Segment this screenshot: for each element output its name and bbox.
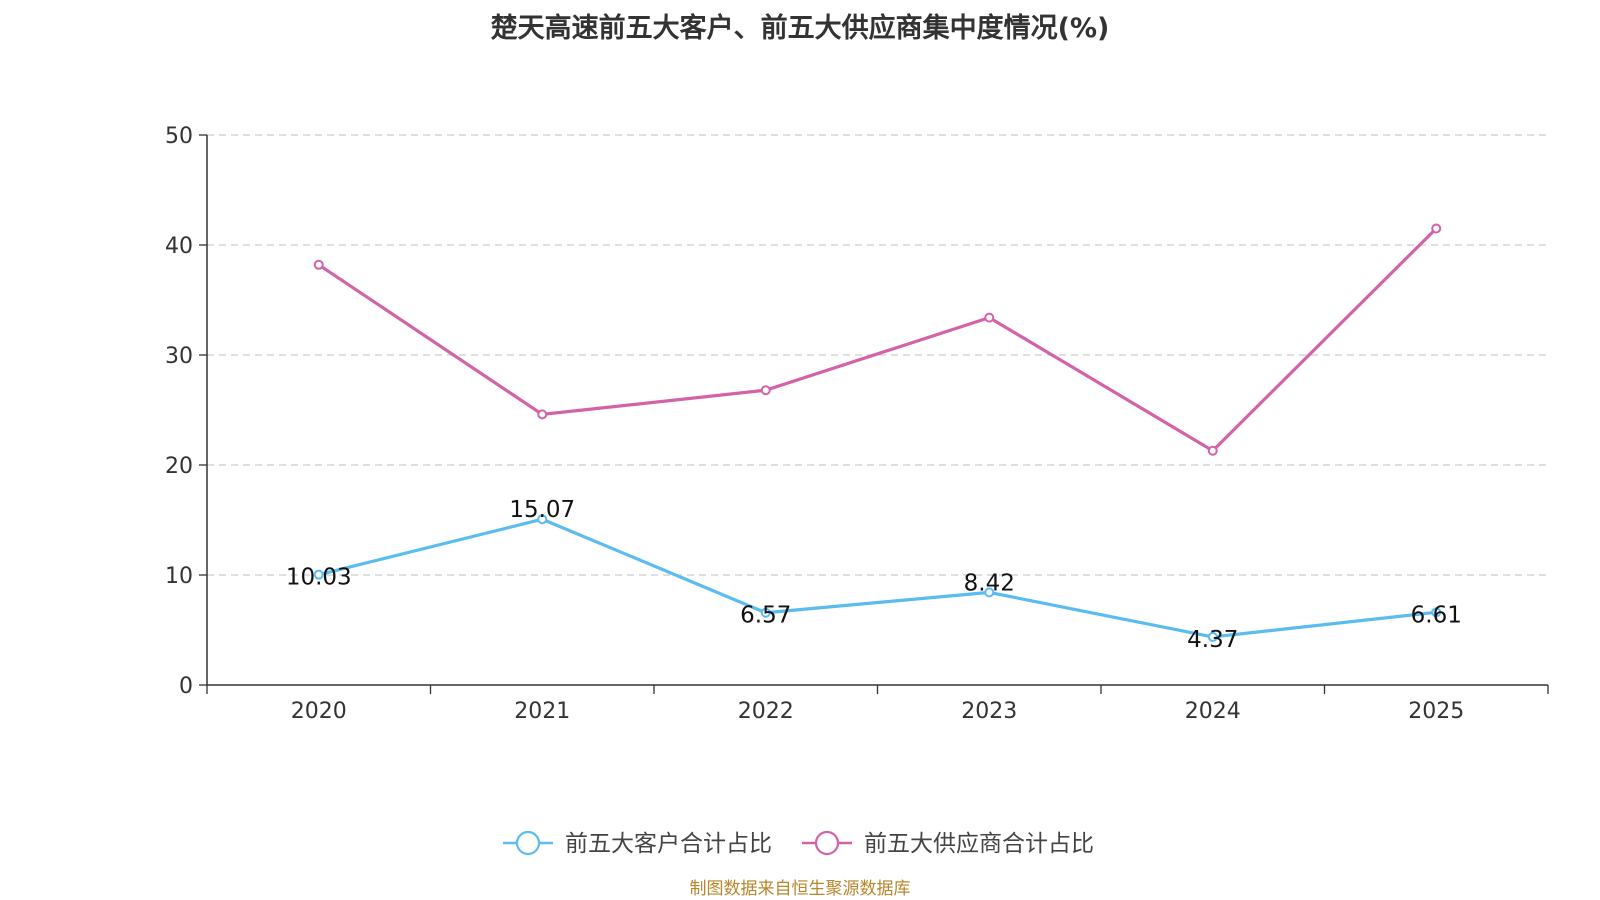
series bbox=[313, 223, 1442, 642]
data-point-1 bbox=[760, 385, 771, 396]
data-point-0 bbox=[984, 587, 995, 598]
data-point-0 bbox=[1431, 607, 1442, 618]
data-label: 15.07 bbox=[509, 497, 575, 523]
data-point-1 bbox=[1207, 445, 1218, 456]
series-line-0 bbox=[318, 517, 1437, 639]
data-label: 4.37 bbox=[1187, 627, 1238, 653]
data-label: 6.57 bbox=[740, 603, 791, 629]
x-tick-label: 2022 bbox=[738, 699, 794, 724]
data-point-0 bbox=[313, 569, 324, 580]
y-tick-label: 10 bbox=[165, 564, 193, 589]
axes: 0 10 20 30 40 50 2020 2021 2022 2023 2024 2025 bbox=[165, 124, 1549, 724]
legend-marker-1 bbox=[814, 830, 840, 856]
data-point-1 bbox=[537, 409, 548, 420]
data-point-1 bbox=[1431, 223, 1442, 234]
data-point-0 bbox=[760, 607, 771, 618]
y-tick-label: 40 bbox=[165, 234, 193, 259]
x-tick-label: 2020 bbox=[291, 699, 347, 724]
data-label: 8.42 bbox=[964, 570, 1015, 596]
legend-label-0[interactable]: 前五大客户合计占比 bbox=[565, 831, 772, 857]
data-source-note: 制图数据来自恒生聚源数据库 bbox=[689, 879, 911, 899]
data-point-1 bbox=[984, 312, 995, 323]
y-tick-label: 20 bbox=[165, 454, 193, 479]
legend: 前五大客户合计占比 前五大供应商合计占比 bbox=[503, 830, 1094, 857]
data-label: 6.61 bbox=[1411, 602, 1462, 628]
data-labels: 10.03 15.07 6.57 8.42 4.37 6.61 bbox=[286, 497, 1462, 653]
chart-title: 楚天高速前五大客户、前五大供应商集中度情况(%) bbox=[490, 13, 1110, 44]
y-tick-label: 30 bbox=[165, 344, 193, 369]
legend-marker-0 bbox=[515, 830, 541, 856]
data-label: 10.03 bbox=[286, 565, 352, 591]
data-point-1 bbox=[313, 259, 324, 270]
x-tick-label: 2021 bbox=[514, 699, 570, 724]
x-tick-label: 2024 bbox=[1185, 699, 1241, 724]
grid-lines bbox=[207, 134, 1548, 576]
line-chart: 0 10 20 30 40 50 2020 2021 2022 2023 2024 2025 10.0… bbox=[165, 124, 1549, 857]
x-tick-label: 2023 bbox=[961, 699, 1017, 724]
y-tick-label: 0 bbox=[179, 674, 193, 699]
legend-label-1[interactable]: 前五大供应商合计占比 bbox=[864, 831, 1094, 857]
data-point-0 bbox=[1207, 631, 1218, 642]
x-tick-label: 2025 bbox=[1408, 699, 1464, 724]
data-point-0 bbox=[537, 514, 548, 525]
y-tick-label: 50 bbox=[165, 124, 193, 149]
series-line-1 bbox=[317, 227, 1438, 453]
